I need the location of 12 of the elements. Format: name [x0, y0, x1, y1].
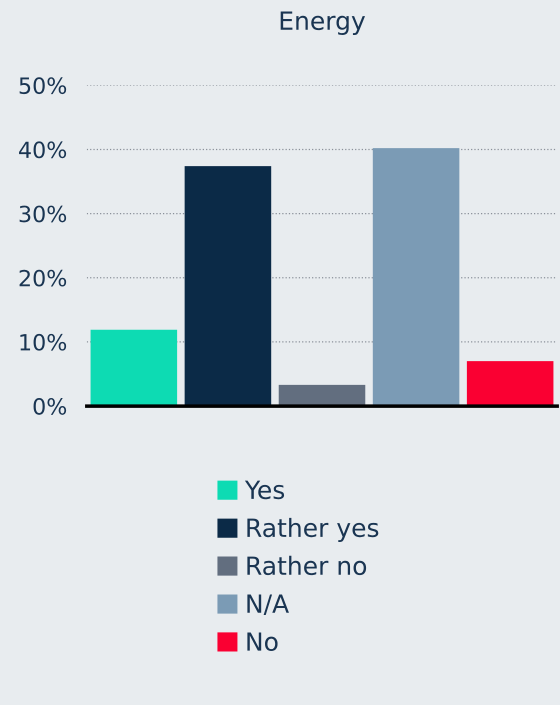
y-tick-label: 50% [20, 77, 66, 94]
legend-label: No [247, 632, 278, 652]
legend-label: Yes [244, 480, 284, 500]
legend-label: Rather no [247, 556, 366, 576]
y-tick-label: 10% [20, 334, 66, 351]
legend-label: N/A [247, 594, 289, 616]
y-tick-label: 0% [34, 398, 66, 415]
y-tick-label: 30% [20, 206, 66, 222]
chart-title: Energy [280, 12, 366, 35]
y-tick-label: 40% [19, 141, 66, 158]
y-tick-label: 20% [20, 270, 66, 287]
legend-label: Rather yes [247, 518, 378, 542]
